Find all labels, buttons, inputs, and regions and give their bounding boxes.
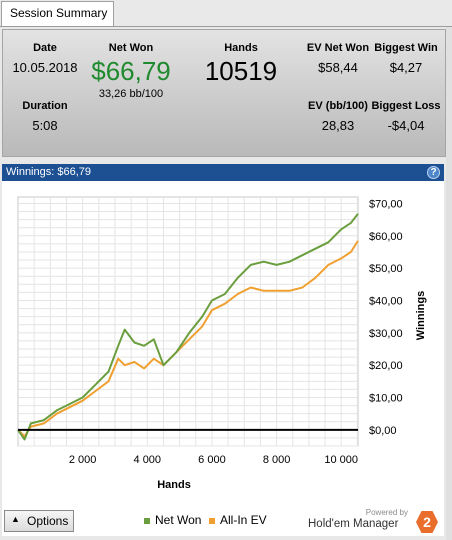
legend-item-net-won: Net Won xyxy=(144,513,201,527)
chart-footer: ▲ Options Net Won All-In EV Powered by H… xyxy=(2,502,444,536)
tab-session-summary[interactable]: Session Summary xyxy=(1,1,114,26)
y-tick-label: $30,00 xyxy=(369,328,403,340)
duration-block: Duration 5:08 xyxy=(11,100,79,133)
ev-netwon-label: EV Net Won xyxy=(306,42,370,54)
ev-netwon-block: EV Net Won $58,44 xyxy=(301,42,375,75)
legend-swatch-all-in-ev xyxy=(209,517,215,524)
bb100-value: 33,26 bb/100 xyxy=(98,88,164,100)
y-tick-label: $60,00 xyxy=(369,231,403,243)
biggest-loss-block: Biggest Loss -$4,04 xyxy=(369,100,443,133)
series-line-net-won xyxy=(17,213,359,441)
duration-value: 5:08 xyxy=(32,118,58,133)
y-tick-label: $50,00 xyxy=(369,263,403,275)
hands-label: Hands xyxy=(224,42,258,54)
tab-bar: Session Summary xyxy=(0,0,452,27)
duration-label: Duration xyxy=(22,100,68,112)
options-label: Options xyxy=(27,514,69,528)
legend-swatch-net-won xyxy=(144,517,150,524)
x-tick-label: 8 000 xyxy=(263,454,291,466)
biggest-win-label: Biggest Win xyxy=(374,42,438,54)
help-icon[interactable]: ? xyxy=(427,166,440,179)
y-tick-label: $40,00 xyxy=(369,295,403,307)
biggest-win-block: Biggest Win $4,27 xyxy=(371,42,441,75)
winnings-title: Winnings: $66,79 xyxy=(6,166,91,178)
ev-bb-value: 28,83 xyxy=(321,118,355,133)
window-edge xyxy=(446,27,452,540)
legend-label-all-in-ev: All-In EV xyxy=(220,513,267,527)
netwon-label: Net Won xyxy=(108,42,154,54)
triangle-up-icon: ▲ xyxy=(11,514,20,524)
biggest-win-value: $4,27 xyxy=(389,60,423,75)
x-axis-title: Hands xyxy=(157,479,191,491)
date-value: 10.05.2018 xyxy=(12,60,78,75)
y-tick-label: $10,00 xyxy=(369,392,403,404)
winnings-title-bar: Winnings: $66,79 ? xyxy=(2,164,444,181)
biggest-loss-label: Biggest Loss xyxy=(371,100,441,112)
brand-logo-block: Powered by Hold'em Manager 2 xyxy=(308,508,438,534)
y-tick-label: $70,00 xyxy=(369,198,403,210)
x-tick-label: 4 000 xyxy=(134,454,162,466)
y-tick-label: $20,00 xyxy=(369,360,403,372)
ev-bb-block: EV (bb/100) 28,83 xyxy=(301,100,375,133)
y-tick-label: $0,00 xyxy=(369,425,397,437)
x-tick-label: 10 000 xyxy=(324,454,358,466)
hands-block: Hands 10519 xyxy=(193,42,289,87)
session-summary-panel: Date 10.05.2018 Duration 5:08 Net Won $6… xyxy=(2,29,446,157)
x-tick-label: 2 000 xyxy=(69,454,97,466)
legend-label-net-won: Net Won xyxy=(155,513,202,527)
ev-bb-label: EV (bb/100) xyxy=(308,100,368,112)
netwon-block: Net Won $66,79 33,26 bb/100 xyxy=(81,42,181,100)
ev-netwon-value: $58,44 xyxy=(318,60,358,75)
powered-by-label: Powered by xyxy=(365,508,408,517)
legend-item-all-in-ev: All-In EV xyxy=(209,513,267,527)
date-block: Date 10.05.2018 xyxy=(11,42,79,75)
netwon-value: $66,79 xyxy=(91,56,171,86)
hands-value: 10519 xyxy=(204,56,278,86)
x-tick-label: 6 000 xyxy=(198,454,226,466)
options-button[interactable]: ▲ Options xyxy=(4,510,74,532)
winnings-chart: $70,00 $60,00 $50,00 $40,00 $30,00 $20,00 $10,… xyxy=(17,196,427,491)
hm2-logo-icon: 2 xyxy=(416,511,438,533)
y-axis-title: Winnings xyxy=(415,291,427,340)
winnings-chart-area: $70,00 $60,00 $50,00 $40,00 $30,00 $20,00 $10,… xyxy=(2,181,444,502)
biggest-loss-value: -$4,04 xyxy=(387,118,425,133)
brand-name: Hold'em Manager xyxy=(308,518,399,530)
date-label: Date xyxy=(33,42,57,54)
